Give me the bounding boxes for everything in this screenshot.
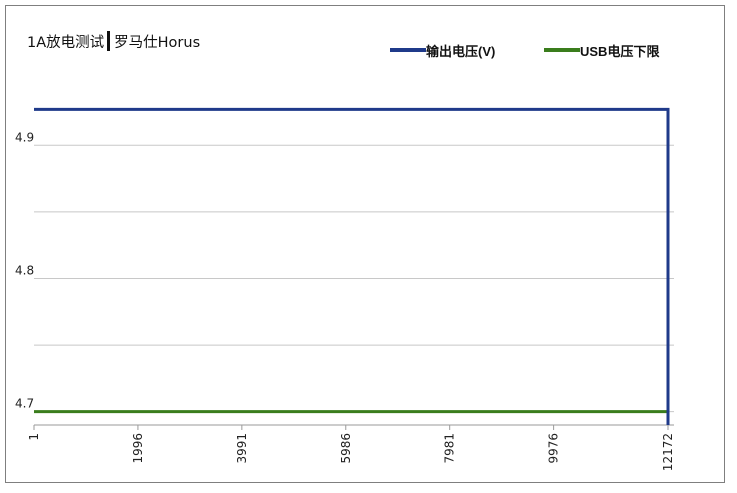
chart-title: 1A放电测试 罗马仕Horus [27,31,200,52]
x-tick-label-4: 7981 [443,433,457,464]
y-tick-label-1: 4.8 [15,263,34,277]
x-tick-label-3: 5986 [339,433,353,464]
x-tick-label-2: 3991 [235,433,249,464]
x-tick-label-5: 9976 [547,433,561,464]
x-tick-label-6: 12172 [661,433,675,471]
x-tick-label-1: 1996 [131,433,145,464]
x-tick-label-0: 1 [27,433,41,441]
legend-swatch-usb-lower-limit [544,48,580,52]
y-tick-label-2: 4.7 [15,397,34,411]
legend-label-usb-lower-limit: USB电压下限 [580,44,660,59]
y-tick-label-0: 4.9 [15,130,34,144]
legend-item-output-voltage: 输出电压(V) [390,41,495,60]
subtitle-text: 罗马仕Horus [114,35,201,51]
title-text: 1A放电测试 [27,35,105,51]
title-separator [107,31,111,51]
chart-frame [5,5,725,483]
legend-item-usb-lower-limit: USB电压下限 [544,41,659,60]
legend-label-output-voltage: 输出电压(V) [426,44,496,59]
legend-swatch-output-voltage [390,48,426,52]
series-line-output-voltage [34,107,670,425]
